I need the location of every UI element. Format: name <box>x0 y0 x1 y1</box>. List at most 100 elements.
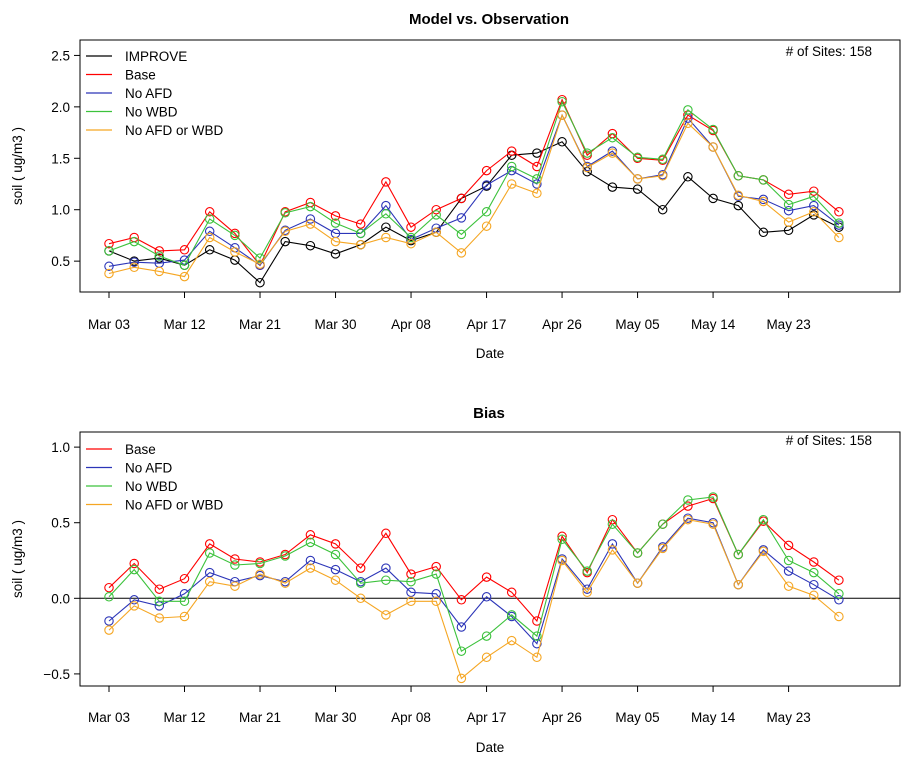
data-point <box>129 564 139 575</box>
data-point <box>456 622 467 632</box>
data-point <box>330 218 341 228</box>
x-tick-label: Apr 26 <box>542 710 582 725</box>
series-line <box>108 100 840 266</box>
data-point <box>104 592 114 602</box>
data-point <box>481 652 492 663</box>
data-point <box>809 567 819 578</box>
data-point <box>708 124 718 135</box>
data-point <box>305 214 316 224</box>
y-axis: −0.5 0.0 0.5 1.0 <box>43 440 80 682</box>
data-point <box>381 209 391 219</box>
data-point <box>204 539 215 549</box>
data-point <box>783 555 794 566</box>
data-point <box>809 191 819 202</box>
data-point <box>230 581 240 591</box>
y-tick-label: 0.5 <box>51 254 70 269</box>
data-point <box>683 501 693 511</box>
data-point <box>834 611 844 622</box>
y-tick-label: 2.0 <box>51 100 70 115</box>
data-point <box>104 238 114 249</box>
series-line <box>108 113 840 278</box>
data-point <box>305 219 316 229</box>
data-point <box>381 528 391 539</box>
data-point <box>456 229 467 240</box>
data-point <box>683 105 693 115</box>
data-point <box>204 576 215 587</box>
legend: IMPROVE Base No AFD No WBD No AFD or WBD <box>86 49 224 138</box>
y-axis: 0.5 1.0 1.5 2.0 2.5 <box>51 48 80 269</box>
series-no-wbd <box>104 492 844 656</box>
data-point <box>431 589 441 599</box>
data-point <box>381 610 391 620</box>
data-point <box>632 578 643 588</box>
series-group <box>104 94 844 288</box>
data-point <box>834 218 844 228</box>
data-point <box>657 519 668 529</box>
legend-label: No AFD <box>125 461 173 476</box>
legend-label: IMPROVE <box>125 49 187 64</box>
data-point <box>330 249 341 259</box>
x-tick-label: May 14 <box>691 710 736 725</box>
y-tick-label: 0.5 <box>51 516 70 531</box>
x-tick-label: May 23 <box>766 710 810 725</box>
data-point <box>305 530 316 540</box>
data-point <box>330 539 341 549</box>
data-point <box>783 217 794 227</box>
data-point <box>758 175 769 185</box>
y-tick-label: 2.5 <box>51 48 70 63</box>
data-point <box>481 572 492 582</box>
series-no-afd-or-wbd <box>104 110 844 282</box>
data-point <box>280 578 290 588</box>
data-point <box>809 579 819 590</box>
data-point <box>481 207 492 217</box>
data-point <box>431 210 441 220</box>
data-point <box>582 162 592 173</box>
y-tick-label: 0.0 <box>51 591 70 606</box>
data-point <box>154 613 165 623</box>
data-point <box>129 236 139 247</box>
data-point <box>406 596 416 607</box>
data-point <box>783 581 794 591</box>
data-point <box>154 246 165 256</box>
x-tick-label: Apr 08 <box>391 317 431 332</box>
data-point <box>607 545 618 555</box>
x-axis: Mar 03 Mar 12 Mar 21 Mar 30 Apr 08 Apr 17 Apr … <box>88 292 811 332</box>
x-tick-label: May 05 <box>615 710 659 725</box>
data-point <box>683 172 693 182</box>
data-point <box>305 201 316 212</box>
series-line <box>108 496 840 653</box>
x-tick-label: Apr 17 <box>467 710 507 725</box>
data-point <box>733 549 744 560</box>
data-point <box>708 193 718 204</box>
data-point <box>582 587 592 598</box>
data-point <box>532 652 542 663</box>
x-axis-label: Date <box>476 740 505 755</box>
data-point <box>230 230 240 241</box>
data-point <box>179 245 190 255</box>
x-tick-label: Mar 30 <box>315 710 357 725</box>
data-point <box>607 519 618 529</box>
data-point <box>179 573 190 584</box>
data-point <box>632 184 643 194</box>
data-point <box>506 635 517 646</box>
series-base <box>104 493 844 626</box>
data-point <box>104 246 114 256</box>
data-point <box>129 595 139 605</box>
y-tick-label: −0.5 <box>43 667 70 682</box>
y-axis-label: soil ( ug/m3 ) <box>10 520 25 598</box>
data-point <box>280 208 290 218</box>
data-point <box>104 268 114 279</box>
data-point <box>154 251 165 261</box>
data-point <box>104 616 114 626</box>
data-point <box>406 222 416 232</box>
data-point <box>355 239 366 250</box>
data-point <box>381 232 391 243</box>
data-point <box>582 584 592 594</box>
data-point <box>557 110 567 120</box>
data-point <box>632 152 643 163</box>
data-point <box>481 221 492 231</box>
data-point <box>708 519 718 529</box>
data-point <box>204 567 215 578</box>
series-no-wbd <box>104 96 844 271</box>
data-point <box>733 579 744 590</box>
